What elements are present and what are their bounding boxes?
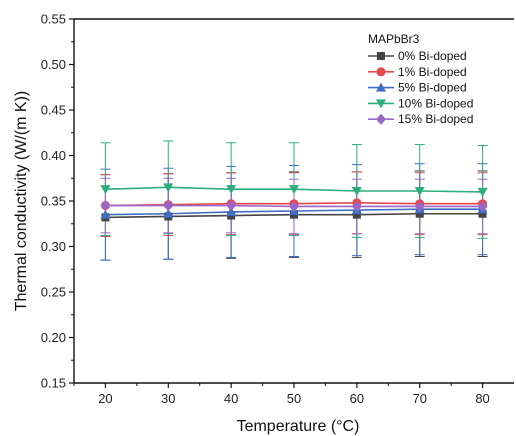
y-tick-label: 0.15 (41, 376, 66, 391)
y-tick-label: 0.40 (41, 148, 66, 163)
legend-label: 0% Bi-doped (398, 49, 467, 63)
y-tick-label: 0.25 (41, 285, 66, 300)
data-point (289, 185, 299, 195)
data-point (376, 82, 386, 92)
data-point (163, 183, 174, 193)
y-tick-label: 0.35 (41, 194, 66, 209)
y-tick-label: 0.50 (41, 57, 66, 72)
data-point (289, 200, 299, 212)
x-tick-label: 60 (350, 391, 364, 406)
legend-title: MAPbBr3 (368, 32, 420, 46)
data-point (163, 200, 174, 212)
y-tick-label: 0.30 (41, 239, 66, 254)
x-axis-title: Temperature (°C) (237, 418, 360, 435)
x-tick-label: 20 (98, 391, 112, 406)
data-point (226, 206, 237, 216)
data-point (226, 185, 237, 195)
legend-label: 5% Bi-doped (398, 81, 467, 95)
y-tick-label: 0.45 (41, 103, 66, 118)
legend: MAPbBr3 0% Bi-doped 1% Bi-doped 5% Bi-doped… (368, 32, 473, 126)
y-axis-title: Thermal conductivity (W/(m K)) (13, 91, 30, 311)
legend-label: 15% Bi-doped (398, 112, 473, 126)
data-point (414, 200, 425, 212)
x-tick-label: 70 (412, 391, 426, 406)
x-tick-label: 40 (224, 391, 238, 406)
data-point (376, 113, 386, 125)
y-tick-label: 0.55 (41, 12, 66, 27)
data-point (376, 99, 386, 109)
data-point (100, 209, 111, 219)
axes-layer: 0.15 0.20 0.25 0.30 0.35 0.40 0.45 0.50 0.55 20 30… (13, 12, 514, 435)
data-point (100, 185, 111, 195)
data-point (226, 200, 237, 212)
data-point (352, 210, 361, 219)
x-tick-label: 30 (161, 391, 175, 406)
x-tick-label: 50 (287, 391, 301, 406)
data-point (351, 200, 362, 212)
data-point (376, 67, 386, 77)
y-tick-label: 0.20 (41, 330, 66, 345)
data-point (100, 200, 111, 212)
data-point (478, 209, 487, 218)
data-point (414, 186, 425, 196)
data-point (351, 186, 362, 196)
data-point (477, 187, 488, 197)
data-point (377, 52, 385, 60)
x-tick-label: 80 (475, 391, 489, 406)
data-point (415, 209, 424, 218)
data-point (163, 208, 174, 218)
data-point (477, 200, 488, 212)
legend-label: 10% Bi-doped (398, 96, 473, 110)
legend-label: 1% Bi-doped (398, 65, 467, 79)
markers-layer (100, 183, 488, 222)
